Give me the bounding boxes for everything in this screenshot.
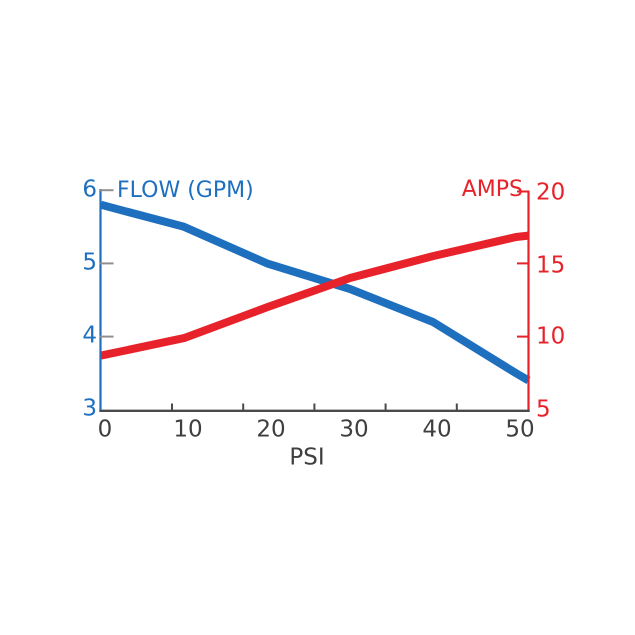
psi-tick-label-50: 50 — [505, 416, 535, 443]
psi-tick-label-0: 0 — [97, 416, 113, 443]
amps-line — [100, 231, 529, 360]
amps-axis-tick-label-5: 5 — [536, 396, 551, 423]
amps-axis-tick-label-20: 20 — [536, 179, 566, 206]
amps-axis-tick-label-10: 10 — [536, 323, 566, 350]
amps-axis-title: AMPS — [461, 177, 523, 202]
x-axis-title-psi: PSI — [289, 444, 325, 471]
flow-axis-tick-label-3: 3 — [82, 395, 97, 422]
flow-line — [99, 200, 531, 384]
amps-axis-tick-label-15: 15 — [536, 252, 566, 279]
psi-tick-label-10: 10 — [173, 416, 203, 443]
psi-tick-label-30: 30 — [339, 416, 369, 443]
flow-axis-tick-label-6: 6 — [82, 176, 97, 203]
flow-axis-tick-label-4: 4 — [82, 322, 97, 349]
psi-tick-label-20: 20 — [256, 416, 286, 443]
flow-axis-tick-label-5: 5 — [82, 249, 97, 276]
flow-axis-title: FLOW (GPM) — [117, 178, 254, 203]
psi-tick-label-40: 40 — [422, 416, 452, 443]
